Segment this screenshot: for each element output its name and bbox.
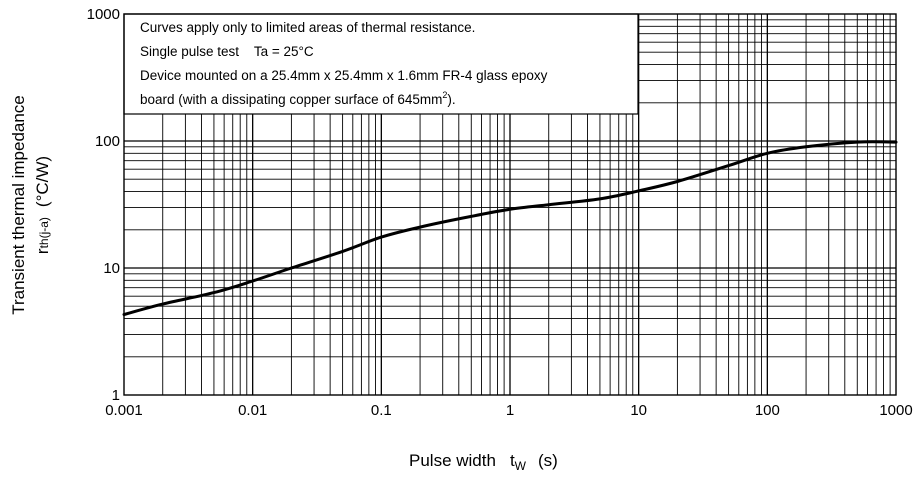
y-tick-label: 100 (95, 133, 120, 150)
note-line-4: board (with a dissipating copper surface… (140, 90, 456, 107)
x-axis-label-main: Pulse width (409, 451, 496, 470)
note-line-2: Single pulse test Ta = 25°C (140, 44, 314, 59)
y-axis-label-unit-line: rth(j-a) (°C/W) (33, 156, 52, 254)
x-axis-label-subscript: W (515, 459, 527, 473)
y-axis-label-title: Transient thermal impedance (9, 95, 28, 315)
y-tick-labels: 1 10 100 1000 (87, 6, 120, 404)
x-axis-label-symbol: t (510, 451, 515, 470)
y-tick-label: 1 (112, 387, 120, 404)
x-axis-label: Pulse width tW (s) (409, 451, 558, 473)
note-line-1: Curves apply only to limited areas of th… (140, 20, 475, 35)
notes-box-frame (123, 13, 639, 115)
note-line-3: Device mounted on a 25.4mm x 25.4mm x 1.… (140, 68, 548, 83)
y-axis-label-subscript: th(j-a) (37, 217, 51, 248)
note-line-4-superscript: 2 (442, 90, 447, 100)
x-axis-label-unit: (s) (538, 451, 558, 470)
x-tick-label: 0.1 (371, 402, 392, 419)
y-tick-label: 1000 (87, 6, 120, 23)
impedance-curve (122, 140, 898, 316)
y-axis-label-symbol: r (33, 248, 52, 254)
note-line-4-text: board (with a dissipating copper surface… (140, 92, 442, 107)
y-tick-label: 10 (103, 260, 120, 277)
x-tick-label: 1 (506, 402, 514, 419)
y-axis-label-unit: (°C/W) (33, 156, 52, 207)
x-tick-label: 0.001 (105, 402, 143, 419)
x-tick-label: 100 (755, 402, 780, 419)
note-line-4-end: ). (447, 92, 455, 107)
series-layer (122, 140, 898, 316)
x-tick-label: 10 (630, 402, 647, 419)
plot-frame (123, 13, 897, 396)
notes-box: Curves apply only to limited areas of th… (123, 13, 639, 115)
x-tick-label: 0.01 (238, 402, 267, 419)
x-tick-labels: 0.001 0.01 0.1 1 10 100 1000 (105, 402, 912, 419)
x-tick-label: 1000 (879, 402, 912, 419)
